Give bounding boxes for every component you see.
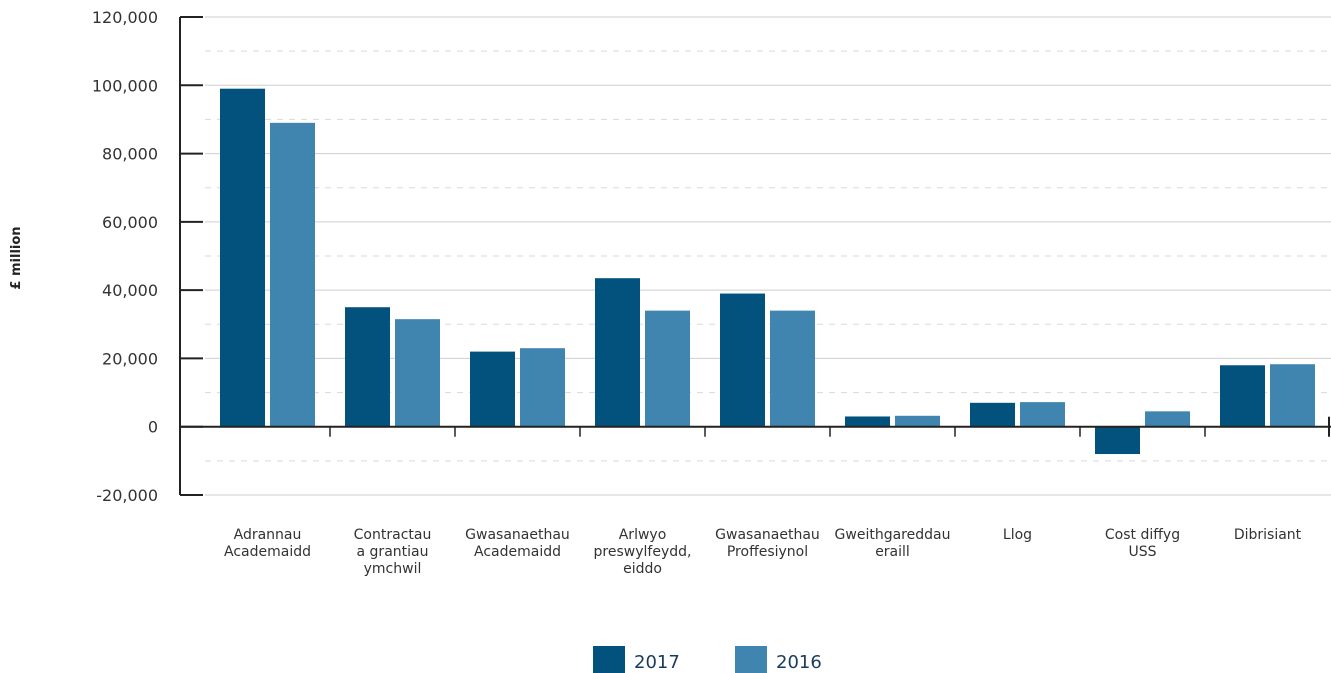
- legend-swatch-2016: [735, 646, 767, 673]
- bar-2016: [1270, 364, 1315, 427]
- bar-2016: [1145, 411, 1190, 427]
- bar-2017: [1095, 426, 1140, 455]
- category-label: Dibrisiant: [1234, 527, 1302, 543]
- bar-2017: [1220, 365, 1265, 427]
- y-tick-label: -20,000: [96, 486, 158, 505]
- category-label: Adrannau Academaidd: [224, 527, 311, 560]
- bar-2017: [845, 416, 890, 427]
- category-labels: Adrannau Academaidd Contractau a grantiau ym…: [224, 527, 1302, 577]
- y-tick-label: 20,000: [102, 349, 158, 368]
- category-label: Cost diffyg USS: [1105, 527, 1180, 560]
- category-label: Arlwyo preswylfeydd, eiddo: [594, 527, 692, 577]
- bar-2017: [470, 351, 515, 427]
- legend-swatch-2017: [593, 646, 625, 673]
- y-tick-label: 100,000: [92, 76, 158, 95]
- bar-2017: [345, 307, 390, 427]
- category-label: Gwasanaethau Proffesiynol: [715, 527, 820, 560]
- category-label: Contractau a grantiau ymchwil: [354, 527, 432, 577]
- category-label: Gweithgareddau eraill: [835, 527, 951, 560]
- bar-2017: [595, 278, 640, 427]
- y-axis-label: £ million: [9, 226, 24, 289]
- category-label: Gwasanaethau Academaidd: [465, 527, 570, 560]
- bars: [220, 88, 1315, 455]
- legend: 2017 2016: [593, 646, 822, 673]
- bar-2016: [895, 415, 940, 427]
- bar-2016: [270, 122, 315, 427]
- bar-2017: [720, 293, 765, 427]
- y-tick-labels: 120,000 100,000 80,000 60,000 40,000 20,000 0 -…: [92, 8, 158, 505]
- bar-2016: [395, 319, 440, 427]
- bar-2017: [220, 88, 265, 427]
- category-label: Llog: [1003, 527, 1032, 543]
- bar-2016: [770, 310, 815, 427]
- bar-2016: [1020, 402, 1065, 427]
- gridlines: [205, 16, 1331, 496]
- y-tick-label: 60,000: [102, 213, 158, 232]
- y-tick-label: 0: [148, 418, 158, 437]
- bar-2016: [520, 348, 565, 427]
- axes: [179, 16, 1331, 496]
- legend-label-2017: 2017: [634, 652, 680, 673]
- y-tick-label: 80,000: [102, 145, 158, 164]
- bar-2016: [645, 310, 690, 427]
- bar-2017: [970, 402, 1015, 427]
- y-tick-label: 120,000: [92, 8, 158, 27]
- legend-label-2016: 2016: [776, 652, 822, 673]
- y-tick-label: 40,000: [102, 281, 158, 300]
